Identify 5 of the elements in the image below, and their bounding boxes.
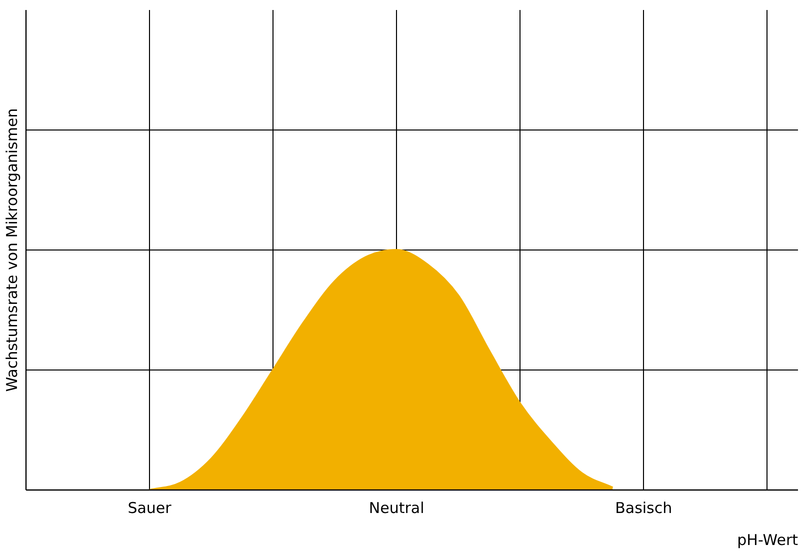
x-tick-label: Neutral [368,498,424,517]
x-tick-label: Sauer [128,498,172,517]
x-axis-title: pH-Wert [737,530,798,549]
x-tick-label: Basisch [615,498,672,517]
y-axis-title: Wachstumsrate von Mikroorganismen [2,108,21,392]
